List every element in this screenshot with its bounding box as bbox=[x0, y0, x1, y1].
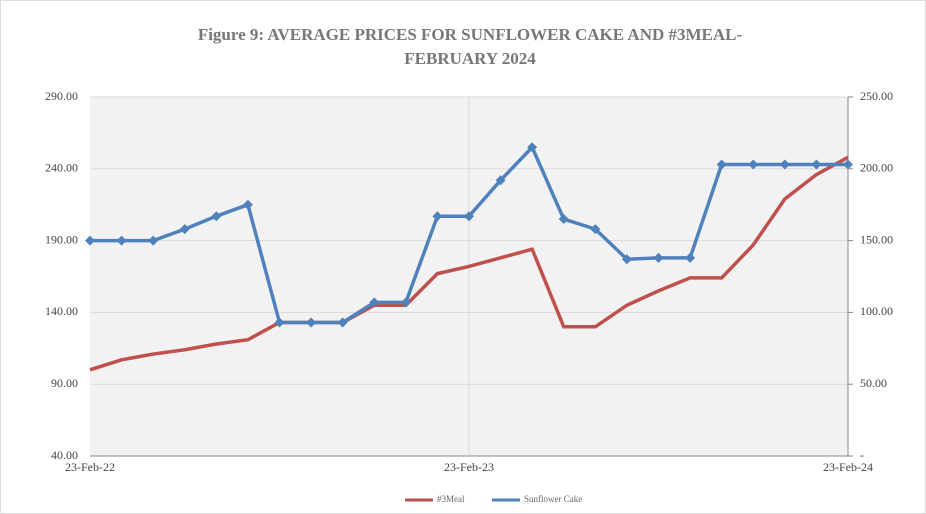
marker bbox=[527, 142, 538, 153]
marker bbox=[811, 159, 822, 170]
y-tick-label: 290.00 bbox=[45, 89, 78, 103]
y-tick-label: 140.00 bbox=[45, 304, 78, 318]
marker bbox=[369, 297, 380, 308]
marker bbox=[85, 235, 95, 246]
marker bbox=[716, 159, 727, 170]
marker bbox=[621, 254, 632, 265]
y-tick-label: 240.00 bbox=[45, 161, 78, 175]
x-tick-label: 23-Feb-22 bbox=[65, 460, 115, 474]
series-line bbox=[89, 155, 849, 372]
marker bbox=[242, 199, 253, 210]
x-tick-label: 23-Feb-23 bbox=[444, 460, 494, 474]
marker bbox=[337, 317, 348, 328]
y2-tick-label: 200.00 bbox=[860, 161, 893, 175]
legend-label: Sunflower Cake bbox=[524, 494, 582, 504]
marker bbox=[590, 224, 601, 235]
y2-tick-label: 50.00 bbox=[860, 376, 887, 390]
y2-tick-label: 100.00 bbox=[860, 304, 893, 318]
marker bbox=[148, 235, 159, 246]
marker bbox=[400, 297, 411, 308]
marker bbox=[179, 224, 190, 235]
chart-title: Figure 9: AVERAGE PRICES FOR SUNFLOWER C… bbox=[198, 25, 743, 44]
y2-tick-label: - bbox=[860, 448, 864, 462]
marker bbox=[685, 252, 696, 263]
marker bbox=[558, 214, 569, 225]
marker bbox=[306, 317, 317, 328]
chart-subtitle: FEBRUARY 2024 bbox=[404, 49, 536, 68]
marker bbox=[843, 159, 853, 170]
marker bbox=[653, 252, 664, 263]
marker bbox=[464, 211, 474, 222]
x-tick-label: 23-Feb-24 bbox=[823, 460, 873, 474]
legend-label: #3Meal bbox=[437, 494, 465, 504]
marker bbox=[748, 159, 759, 170]
marker bbox=[432, 211, 443, 222]
marker bbox=[274, 317, 285, 328]
y-tick-label: 40.00 bbox=[51, 448, 78, 462]
y-tick-label: 190.00 bbox=[45, 232, 78, 246]
marker bbox=[116, 235, 127, 246]
marker bbox=[495, 175, 506, 186]
y2-tick-label: 150.00 bbox=[860, 232, 893, 246]
y2-tick-label: 250.00 bbox=[860, 89, 893, 103]
marker bbox=[779, 159, 790, 170]
marker bbox=[211, 211, 222, 222]
y-tick-label: 90.00 bbox=[51, 376, 78, 390]
